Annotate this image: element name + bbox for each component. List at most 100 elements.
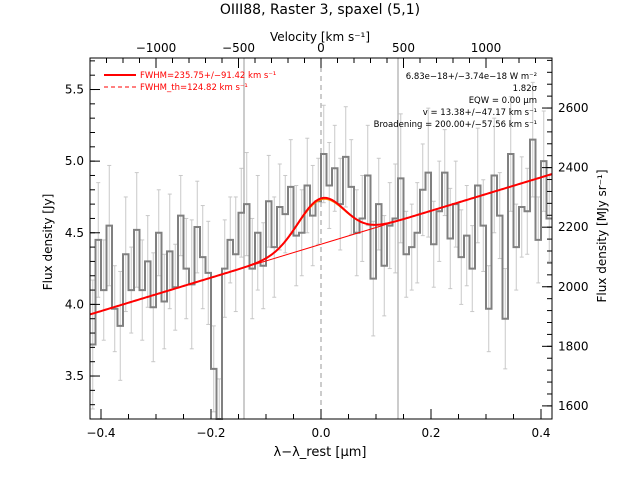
data-point [279, 206, 281, 208]
data-point [460, 256, 462, 258]
data-point [130, 289, 132, 291]
right-tick-label: 2200 [558, 220, 589, 234]
data-point [510, 153, 512, 155]
data-point [185, 267, 187, 270]
data-point [323, 153, 325, 155]
x-tick-label: −0.4 [86, 426, 115, 440]
x-tick-label: 0.4 [531, 426, 550, 440]
annotation-line-flux: 6.83e−18+/−3.74e−18 W m⁻² [406, 72, 537, 82]
x-axis-label: λ−λ_rest [μm] [274, 445, 367, 460]
data-point [301, 232, 303, 234]
right-tick-label: 2000 [558, 280, 589, 294]
data-point [268, 200, 270, 202]
data-point [471, 267, 473, 270]
data-point [125, 253, 127, 255]
fit-curves [89, 173, 553, 316]
data-point [312, 214, 314, 217]
data-point [196, 226, 198, 228]
data-point [416, 232, 418, 234]
data-point [504, 318, 506, 320]
data-point [251, 267, 253, 270]
data-point [108, 225, 110, 227]
data-series [90, 138, 552, 420]
data-point [334, 167, 336, 169]
data-point [372, 278, 374, 280]
fit-annotations: 6.83e−18+/−3.74e−18 W m⁻² 1.82σ EQW = 0.… [374, 72, 538, 130]
data-point [284, 213, 286, 215]
plot-backdrop [243, 58, 399, 419]
data-point [367, 174, 369, 177]
right-tick-label: 1600 [558, 399, 589, 413]
data-point [488, 308, 490, 310]
top-tick-label: −1000 [136, 41, 177, 55]
data-point [141, 289, 143, 291]
data-point [515, 246, 517, 248]
data-point [152, 306, 154, 308]
annotation-eqw: EQW = 0.00 μm [469, 96, 537, 106]
x-tick-label: −0.2 [196, 426, 225, 440]
data-point [427, 172, 429, 174]
data-point [350, 186, 352, 188]
annotation-broadening: Broadening = 200.00+/−57.56 km s⁻¹ [374, 120, 537, 130]
data-point [526, 210, 528, 212]
annotation-significance: 1.82σ [513, 84, 538, 94]
data-point [378, 203, 380, 205]
data-point [543, 160, 545, 162]
data-point [499, 214, 501, 217]
y-tick-label: 4.5 [65, 226, 84, 240]
data-point [169, 250, 171, 252]
legend: FWHM=235.75+/−91.42 km s⁻¹ FWHM_th=124.8… [104, 71, 276, 93]
annotation-velocity: v = 13.38+/−47.17 km s⁻¹ [423, 108, 537, 118]
right-tick-label: 1800 [558, 339, 589, 353]
data-point [163, 300, 165, 303]
data-point [394, 217, 396, 220]
right-tick-label: 2600 [558, 101, 589, 115]
data-point [405, 253, 407, 255]
data-point [147, 260, 149, 263]
data-point [482, 225, 484, 227]
y-tick-label: 4.0 [65, 297, 84, 311]
data-point [411, 246, 413, 248]
data-point [532, 139, 534, 141]
right-tick-label: 2400 [558, 161, 589, 175]
data-point [548, 217, 550, 220]
data-point [295, 235, 297, 237]
data-point [97, 239, 99, 241]
data-point [389, 225, 391, 227]
x-tick-label: 0.2 [421, 426, 440, 440]
spectrum-histogram [90, 138, 552, 420]
y-tick-label: 5.5 [65, 83, 84, 97]
y-tick-label: 3.5 [65, 369, 84, 383]
data-point [262, 265, 264, 267]
data-point [306, 184, 308, 187]
data-point [246, 203, 248, 205]
data-point [444, 172, 446, 174]
data-point [383, 265, 385, 267]
data-point [158, 232, 160, 234]
top-tick-label: −500 [222, 41, 255, 55]
data-point [537, 239, 539, 241]
data-point [240, 212, 242, 214]
data-point [273, 246, 275, 248]
data-point [235, 253, 237, 255]
chart-title: OIII88, Raster 3, spaxel (5,1) [220, 2, 420, 18]
data-point [449, 237, 451, 240]
top-axis-label: Velocity [km s⁻¹] [270, 30, 370, 44]
data-point [119, 325, 121, 327]
y-tick-label: 5.0 [65, 154, 84, 168]
data-point [229, 239, 231, 241]
data-point [207, 272, 209, 274]
data-point [136, 229, 138, 231]
data-point [92, 343, 94, 346]
data-point [521, 206, 523, 208]
data-point [477, 184, 479, 187]
x-tick-label: 0.0 [311, 426, 330, 440]
data-point [114, 308, 116, 310]
data-point [400, 177, 402, 179]
legend-label-fwhm-th: FWHM_th=124.82 km s⁻¹ [140, 83, 248, 93]
data-point [422, 189, 424, 191]
data-point [224, 267, 226, 270]
data-point [466, 235, 468, 237]
data-point [345, 156, 347, 158]
